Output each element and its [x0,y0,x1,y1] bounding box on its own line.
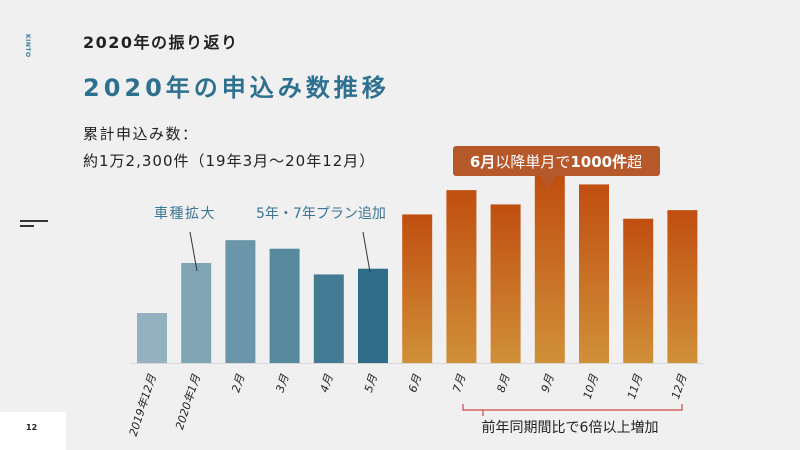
x-tick-label: 10月 [581,372,601,401]
x-tick-label: 4月 [318,372,336,394]
bar-2020年1月 [181,263,212,363]
annotation-label: 5年・7年プラン追加 [256,206,386,222]
annotation-leader [362,231,371,273]
x-tick-label: 8月 [495,372,513,394]
bar-2月 [225,240,256,363]
x-tick-label: 11月 [625,372,645,401]
x-tick-label: 3月 [274,372,292,394]
bar-6月 [402,214,433,363]
x-tick-label: 2020年1月 [173,372,203,431]
bracket [462,404,683,416]
x-tick-label: 9月 [539,372,557,394]
x-tick-label: 5月 [362,372,380,394]
bar-5月 [358,268,388,363]
callout: 6月以降単月で1000件超 [453,146,660,189]
x-tick-label: 6月 [406,372,424,394]
annotation-leader [189,231,198,272]
bar-10月 [579,184,609,363]
x-tick-label: 12月 [669,372,689,401]
cumulative-value: 約1万2,300件（19年3月～20年12月） [83,152,376,170]
x-tick-label: 2019年12月 [127,372,159,438]
page-title: 2020年の申込み数推移 [83,74,390,102]
menu-lines-icon [20,220,48,228]
callout-text: 超 [627,153,642,171]
section-title: 2020年の振り返り [83,33,239,52]
bar-8月 [490,204,521,363]
bar-9月 [534,175,565,363]
bar-2019年12月 [137,313,167,363]
bar-3月 [269,248,300,363]
callout-text: 以降単月で [495,153,570,171]
bar-11月 [623,218,654,363]
x-tick-label: 2月 [229,372,247,394]
x-tick-label: 7月 [450,372,468,394]
bracket-label: 前年同期間比で6倍以上増加 [482,419,659,436]
bar-4月 [313,274,344,363]
annotation-label: 車種拡大 [154,205,216,222]
svg-text:6月以降単月で1000件超: 6月以降単月で1000件超 [470,153,642,171]
callout-bold: 6月 [470,153,495,171]
page-number: 12 [26,423,38,432]
callout-bold: 1000件 [570,153,627,171]
bar-12月 [667,210,698,363]
cumulative-label: 累計申込み数： [83,125,199,143]
page-number-box [0,412,66,450]
bar-7月 [446,190,477,363]
